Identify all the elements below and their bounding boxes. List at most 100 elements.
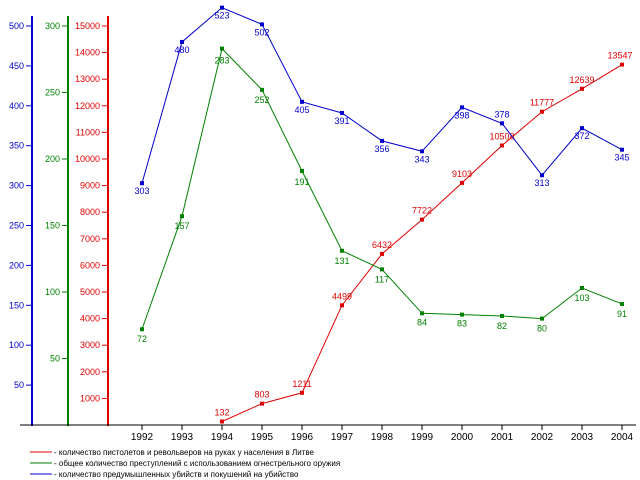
x-tick-label: 2004 [611,432,634,443]
data-label-green: 80 [537,324,547,334]
data-label-red: 132 [214,407,229,417]
x-tick-label: 2001 [491,432,514,443]
x-tick-label: 1995 [251,432,274,443]
data-label-blue: 502 [254,27,269,37]
data-label-green: 283 [214,56,229,66]
legend-item-blue: - количество предумышленных убийств и по… [30,470,299,479]
data-label-green: 191 [294,177,309,187]
y-axis-blue: 50 100 150 200 250 300 350 400 450 500 [9,16,33,426]
data-point-green [540,316,544,321]
data-label-red: 11777 [530,98,554,108]
data-label-red: 9103 [452,169,472,179]
data-point-green [220,46,224,51]
data-label-green: 252 [254,95,269,105]
data-label-green: 83 [457,319,467,329]
data-label-green: 84 [417,317,427,327]
data-point-green [340,248,344,253]
data-label-green: 131 [334,256,349,266]
series-line-blue [141,7,623,184]
y-tick-label-red: 7000 [80,234,100,244]
data-label-red: 12639 [569,75,594,85]
data-point-green [580,286,584,291]
data-point-blue [140,181,144,186]
x-tick-label: 1996 [291,432,314,443]
data-point-red [580,86,584,91]
legend-label-blue: - количество предумышленных убийств и по… [54,470,299,479]
y-tick-label-green: 50 [50,354,60,364]
data-point-blue [460,105,464,110]
data-point-green [380,267,384,272]
data-label-green: 72 [137,334,147,344]
data-label-blue: 405 [294,105,309,115]
data-point-blue [180,39,184,44]
data-label-blue: 372 [574,131,589,141]
data-label-blue: 523 [214,11,229,21]
x-tick-label: 2000 [451,432,474,443]
data-point-blue [420,149,424,154]
x-axis: 1992 1993 1994 1995 1996 1997 1998 1999 2000 2001… [20,424,636,443]
data-point-green [260,87,264,92]
y-tick-label-blue: 100 [9,340,24,350]
data-label-red: 4499 [332,291,352,301]
data-point-green [140,327,144,332]
data-point-red [460,180,464,185]
data-point-blue [300,99,304,104]
data-label-red: 10508 [489,131,514,141]
data-point-red [540,109,544,114]
data-label-blue: 313 [534,178,549,188]
data-point-red [220,419,224,424]
data-point-red [620,62,624,67]
y-tick-label-blue: 400 [9,101,24,111]
data-point-green [620,301,624,306]
data-point-green [500,313,504,318]
y-axis-green: 50 100 150 200 250 300 [45,16,69,426]
data-label-green: 103 [574,293,589,303]
data-label-red: 803 [254,390,269,400]
y-axis-red: 1000 2000 3000 4000 5000 6000 7000 8000 9000 1000… [75,16,109,426]
x-tick-label: 1994 [211,432,234,443]
data-point-green [460,312,464,317]
y-tick-label-green: 300 [45,21,60,31]
x-tick-label: 1993 [171,432,194,443]
data-label-red: 1211 [292,379,311,389]
data-point-blue [620,147,624,152]
data-label-blue: 391 [334,116,349,126]
data-point-blue [580,126,584,131]
series-layer: 132 803 1211 4499 6432 7722 9103 10508 11777 1263… [134,5,633,424]
y-tick-label-green: 150 [45,221,60,231]
y-tick-label-red: 12000 [75,101,100,111]
data-point-blue [540,173,544,178]
data-point-blue [340,110,344,115]
x-tick-label: 1992 [131,432,154,443]
series-line-red [221,64,623,422]
x-tick-label: 2003 [571,432,594,443]
y-tick-label-red: 11000 [76,127,100,137]
legend: - количество пистолетов и револьверов на… [30,448,340,479]
data-label-red: 7722 [412,206,432,216]
data-point-red [300,390,304,395]
series-blue: 303 480 523 502 405 391 356 343 398 378 313 372 345 [134,5,630,196]
data-label-blue: 343 [414,154,429,164]
x-tick-label: 2002 [531,432,554,443]
y-tick-label-red: 5000 [80,287,100,297]
y-tick-label-blue: 500 [9,21,24,31]
data-point-blue [380,138,384,143]
y-tick-label-red: 6000 [80,260,100,270]
y-tick-label-green: 100 [45,287,60,297]
series-green: 72 157 283 252 191 131 117 84 83 82 80 103 91 [137,46,627,344]
data-point-blue [260,22,264,27]
y-tick-label-blue: 300 [9,181,24,191]
legend-item-red: - количество пистолетов и револьверов на… [30,448,314,457]
y-tick-label-red: 4000 [80,314,100,324]
y-tick-label-red: 13000 [75,74,100,84]
x-tick-label: 1997 [331,432,354,443]
data-label-green: 91 [617,309,627,319]
series-line-green [141,47,623,330]
data-point-green [300,168,304,173]
data-label-red: 13547 [607,51,632,61]
data-label-blue: 398 [454,110,469,120]
axes-layer: 50 100 150 200 250 300 350 400 450 500 50 100 150 200… [9,16,109,426]
y-tick-label-red: 9000 [80,181,100,191]
x-tick-label: 1998 [371,432,394,443]
